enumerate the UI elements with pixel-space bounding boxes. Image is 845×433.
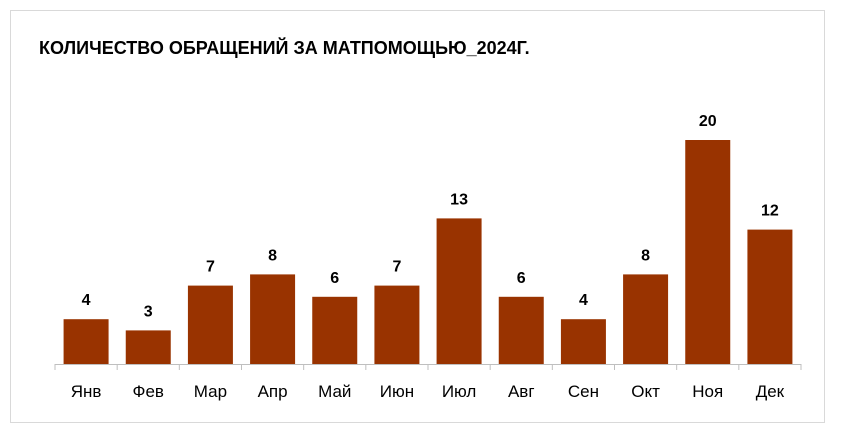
data-label-Мар: 7 bbox=[206, 259, 215, 276]
bar-Июл bbox=[436, 218, 482, 364]
x-tick-label-Сен: Сен bbox=[568, 382, 599, 401]
bar-Мар bbox=[187, 285, 233, 364]
data-label-Янв: 4 bbox=[82, 292, 91, 309]
data-label-Ноя: 20 bbox=[699, 113, 717, 130]
data-label-Июл: 13 bbox=[450, 191, 468, 208]
bar-Июн bbox=[374, 285, 420, 364]
data-label-Июн: 7 bbox=[392, 259, 401, 276]
bar-Авг bbox=[498, 296, 544, 364]
bar-Май bbox=[312, 296, 358, 364]
bars-layer bbox=[63, 140, 793, 364]
x-tick-label-Авг: Авг bbox=[508, 382, 535, 401]
x-tick-label-Дек: Дек bbox=[756, 382, 785, 401]
bar-Апр bbox=[250, 274, 296, 364]
data-label-Фев: 3 bbox=[144, 303, 153, 320]
bar-Сен bbox=[560, 319, 606, 364]
data-label-Апр: 8 bbox=[268, 247, 277, 264]
bar-Окт bbox=[623, 274, 669, 364]
data-labels-layer: 4 3 7 8 6 7 13 6 4 8 20 12 bbox=[82, 113, 779, 320]
x-tick-label-Ноя: Ноя bbox=[692, 382, 723, 401]
x-tick-label-Янв: Янв bbox=[71, 382, 102, 401]
x-tick-label-Июн: Июн bbox=[380, 382, 414, 401]
x-tick-label-Май: Май bbox=[318, 382, 351, 401]
chart-title: КОЛИЧЕСТВО ОБРАЩЕНИЙ ЗА МАТПОМОЩЬЮ_2024Г… bbox=[39, 38, 530, 58]
x-tick-label-Фев: Фев bbox=[133, 382, 164, 401]
bar-Фев bbox=[125, 330, 171, 364]
bar-Ноя bbox=[685, 140, 731, 364]
x-axis bbox=[54, 364, 802, 370]
data-label-Окт: 8 bbox=[641, 247, 650, 264]
data-label-Авг: 6 bbox=[517, 270, 526, 287]
bar-Янв bbox=[63, 319, 109, 364]
x-tick-labels: Янв Фев Мар Апр Май Июн Июл Авг Сен Окт Ноя Дек bbox=[71, 382, 785, 401]
x-tick-label-Июл: Июл bbox=[442, 382, 477, 401]
x-tick-label-Мар: Мар bbox=[194, 382, 227, 401]
x-tick-label-Апр: Апр bbox=[258, 382, 288, 401]
x-tick-label-Окт: Окт bbox=[631, 382, 660, 401]
data-label-Сен: 4 bbox=[579, 292, 588, 309]
data-label-Дек: 12 bbox=[761, 203, 779, 220]
bar-Дек bbox=[747, 229, 793, 364]
data-label-Май: 6 bbox=[330, 270, 339, 287]
